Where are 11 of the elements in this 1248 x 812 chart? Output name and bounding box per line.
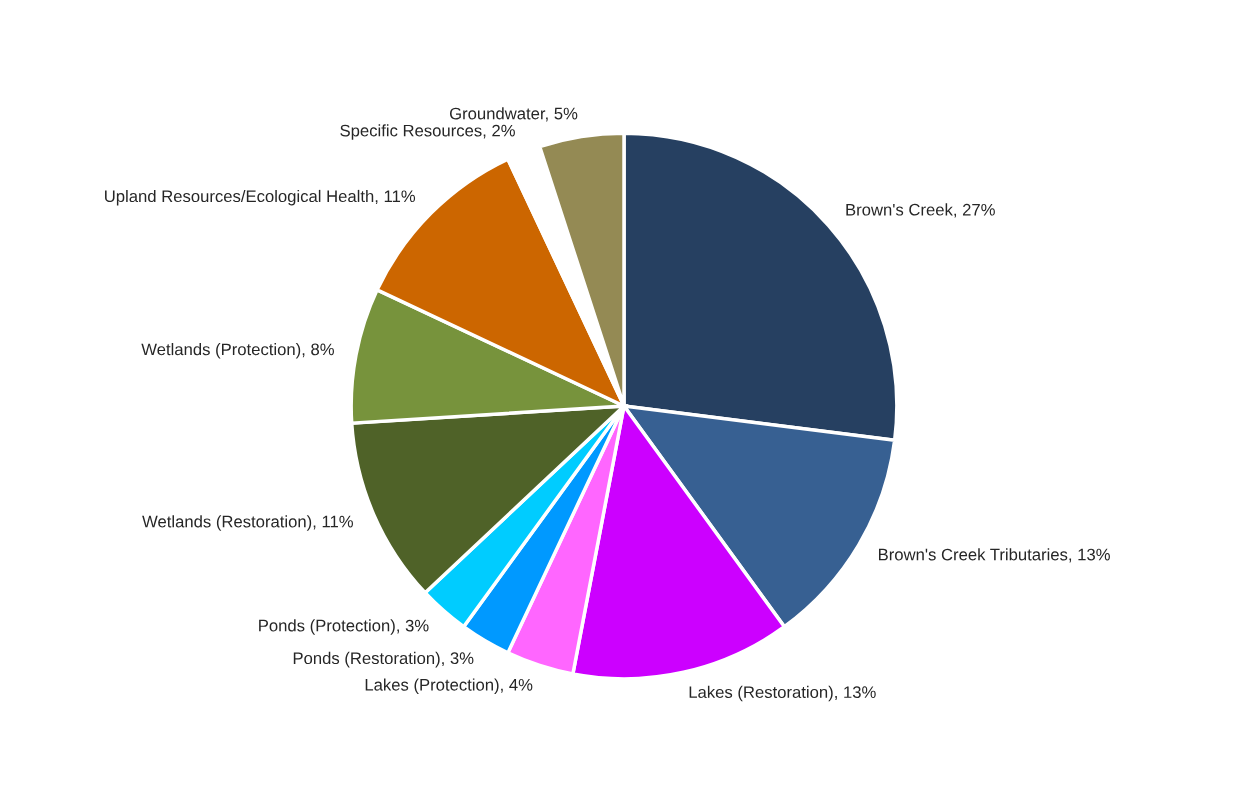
slice-label: Specific Resources, 2% (340, 124, 515, 140)
slice-label: Lakes (Protection), 4% (365, 678, 533, 694)
slice-label: Ponds (Restoration), 3% (293, 651, 474, 668)
slice-label: Ponds (Protection), 3% (259, 619, 429, 635)
slice-label: Lakes (Restoration), 13% (689, 685, 876, 702)
slice-label: Upland Resources/Ecological Health, 11% (105, 189, 416, 206)
slice-label: Brown's Creek Tributaries, 13% (878, 548, 1110, 563)
slice-label: Groundwater, 5% (449, 107, 578, 122)
slice-label: Wetlands (Protection), 8% (141, 343, 334, 359)
slice-label: Wetlands (Restoration), 11% (142, 515, 353, 531)
slice-label: Brown's Creek, 27% (846, 203, 995, 218)
